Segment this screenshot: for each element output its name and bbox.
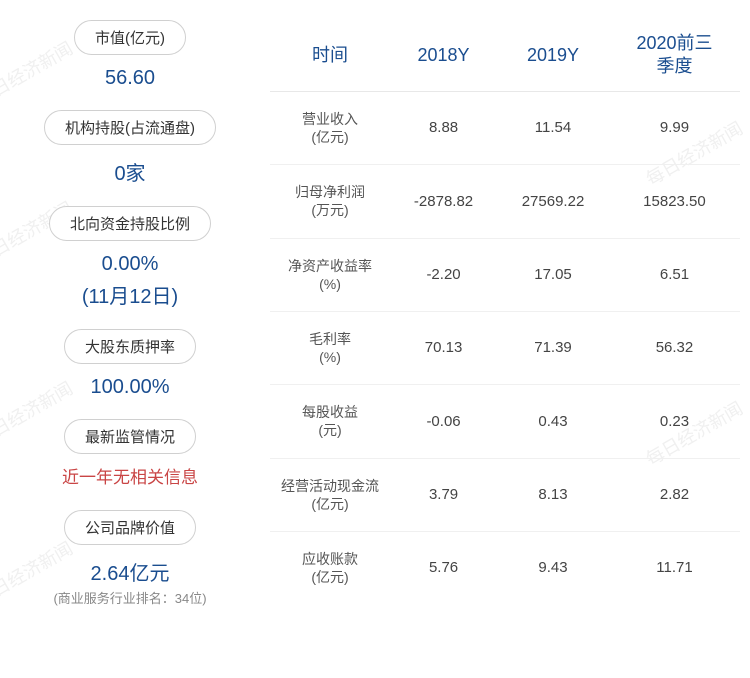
row-label: 应收账款(亿元) <box>270 532 390 605</box>
right-panel: 时间2018Y2019Y2020前三季度 营业收入(亿元)8.8811.549.… <box>260 20 740 627</box>
row-label-unit: (亿元) <box>278 495 382 513</box>
row-label: 净资产收益率(%) <box>270 238 390 311</box>
info-sub: (商业服务行业排名：34位) <box>10 588 250 607</box>
table-cell: 9.43 <box>497 532 609 605</box>
table-cell: 27569.22 <box>497 165 609 238</box>
table-cell: 8.13 <box>497 458 609 531</box>
row-label-text: 营业收入 <box>278 110 382 128</box>
info-label: 北向资金持股比例 <box>49 206 211 241</box>
table-cell: 70.13 <box>390 311 497 384</box>
table-row: 经营活动现金流(亿元)3.798.132.82 <box>270 458 740 531</box>
info-value: 100.00% <box>10 376 250 399</box>
info-group-2: 北向资金持股比例 0.00% (11月12日) <box>10 206 250 309</box>
row-label-text: 毛利率 <box>278 330 382 348</box>
row-label: 经营活动现金流(亿元) <box>270 458 390 531</box>
info-value: 56.60 <box>10 67 250 90</box>
table-header-cell: 2019Y <box>497 20 609 91</box>
row-label: 归母净利润(万元) <box>270 165 390 238</box>
table-header-cell: 2020前三季度 <box>609 20 740 91</box>
table-cell: 71.39 <box>497 311 609 384</box>
table-row: 应收账款(亿元)5.769.4311.71 <box>270 532 740 605</box>
table-header: 时间2018Y2019Y2020前三季度 <box>270 20 740 91</box>
row-label-unit: (%) <box>278 275 382 293</box>
info-value: 0家 <box>10 157 250 186</box>
table-header-cell: 时间 <box>270 20 390 91</box>
table-row: 毛利率(%)70.1371.3956.32 <box>270 311 740 384</box>
financial-table: 时间2018Y2019Y2020前三季度 营业收入(亿元)8.8811.549.… <box>270 20 740 604</box>
info-sub: (11月12日) <box>10 280 250 309</box>
main-container: 市值(亿元) 56.60 机构持股(占流通盘) 0家北向资金持股比例 0.00% (11月… <box>0 0 750 647</box>
row-label: 营业收入(亿元) <box>270 91 390 164</box>
table-row: 营业收入(亿元)8.8811.549.99 <box>270 91 740 164</box>
info-group-4: 最新监管情况近一年无相关信息 <box>10 419 250 490</box>
row-label-unit: (%) <box>278 348 382 366</box>
table-cell: 11.71 <box>609 532 740 605</box>
row-label: 毛利率(%) <box>270 311 390 384</box>
row-label-unit: (亿元) <box>278 568 382 586</box>
table-header-cell: 2018Y <box>390 20 497 91</box>
table-row: 每股收益(元)-0.060.430.23 <box>270 385 740 458</box>
row-label-text: 经营活动现金流 <box>278 477 382 495</box>
table-cell: 56.32 <box>609 311 740 384</box>
table-row: 净资产收益率(%)-2.2017.056.51 <box>270 238 740 311</box>
table-cell: 17.05 <box>497 238 609 311</box>
table-cell: -2.20 <box>390 238 497 311</box>
table-cell: 6.51 <box>609 238 740 311</box>
table-cell: 15823.50 <box>609 165 740 238</box>
info-group-3: 大股东质押率 100.00% <box>10 329 250 399</box>
info-value: 2.64亿元 <box>10 557 250 586</box>
info-group-5: 公司品牌价值 2.64亿元 (商业服务行业排名：34位) <box>10 510 250 607</box>
info-label: 最新监管情况 <box>64 419 196 454</box>
table-cell: 0.23 <box>609 385 740 458</box>
left-panel: 市值(亿元) 56.60 机构持股(占流通盘) 0家北向资金持股比例 0.00% (11月… <box>10 20 260 627</box>
info-label: 市值(亿元) <box>74 20 186 55</box>
table-cell: 2.82 <box>609 458 740 531</box>
row-label-text: 净资产收益率 <box>278 257 382 275</box>
info-value: 0.00% <box>10 253 250 276</box>
table-cell: 11.54 <box>497 91 609 164</box>
info-group-0: 市值(亿元) 56.60 <box>10 20 250 90</box>
info-group-1: 机构持股(占流通盘) 0家 <box>10 110 250 186</box>
row-label-text: 归母净利润 <box>278 183 382 201</box>
row-label-unit: (万元) <box>278 201 382 219</box>
table-cell: 9.99 <box>609 91 740 164</box>
table-body: 营业收入(亿元)8.8811.549.99归母净利润(万元)-2878.8227… <box>270 91 740 604</box>
table-cell: 3.79 <box>390 458 497 531</box>
row-label-text: 每股收益 <box>278 403 382 421</box>
table-cell: 5.76 <box>390 532 497 605</box>
info-value: 近一年无相关信息 <box>10 466 250 490</box>
info-label: 大股东质押率 <box>64 329 196 364</box>
table-cell: -0.06 <box>390 385 497 458</box>
table-cell: -2878.82 <box>390 165 497 238</box>
table-cell: 8.88 <box>390 91 497 164</box>
row-label-unit: (亿元) <box>278 128 382 146</box>
row-label-text: 应收账款 <box>278 550 382 568</box>
row-label-unit: (元) <box>278 421 382 439</box>
info-label: 公司品牌价值 <box>64 510 196 545</box>
info-label: 机构持股(占流通盘) <box>44 110 216 145</box>
table-row: 归母净利润(万元)-2878.8227569.2215823.50 <box>270 165 740 238</box>
table-cell: 0.43 <box>497 385 609 458</box>
row-label: 每股收益(元) <box>270 385 390 458</box>
